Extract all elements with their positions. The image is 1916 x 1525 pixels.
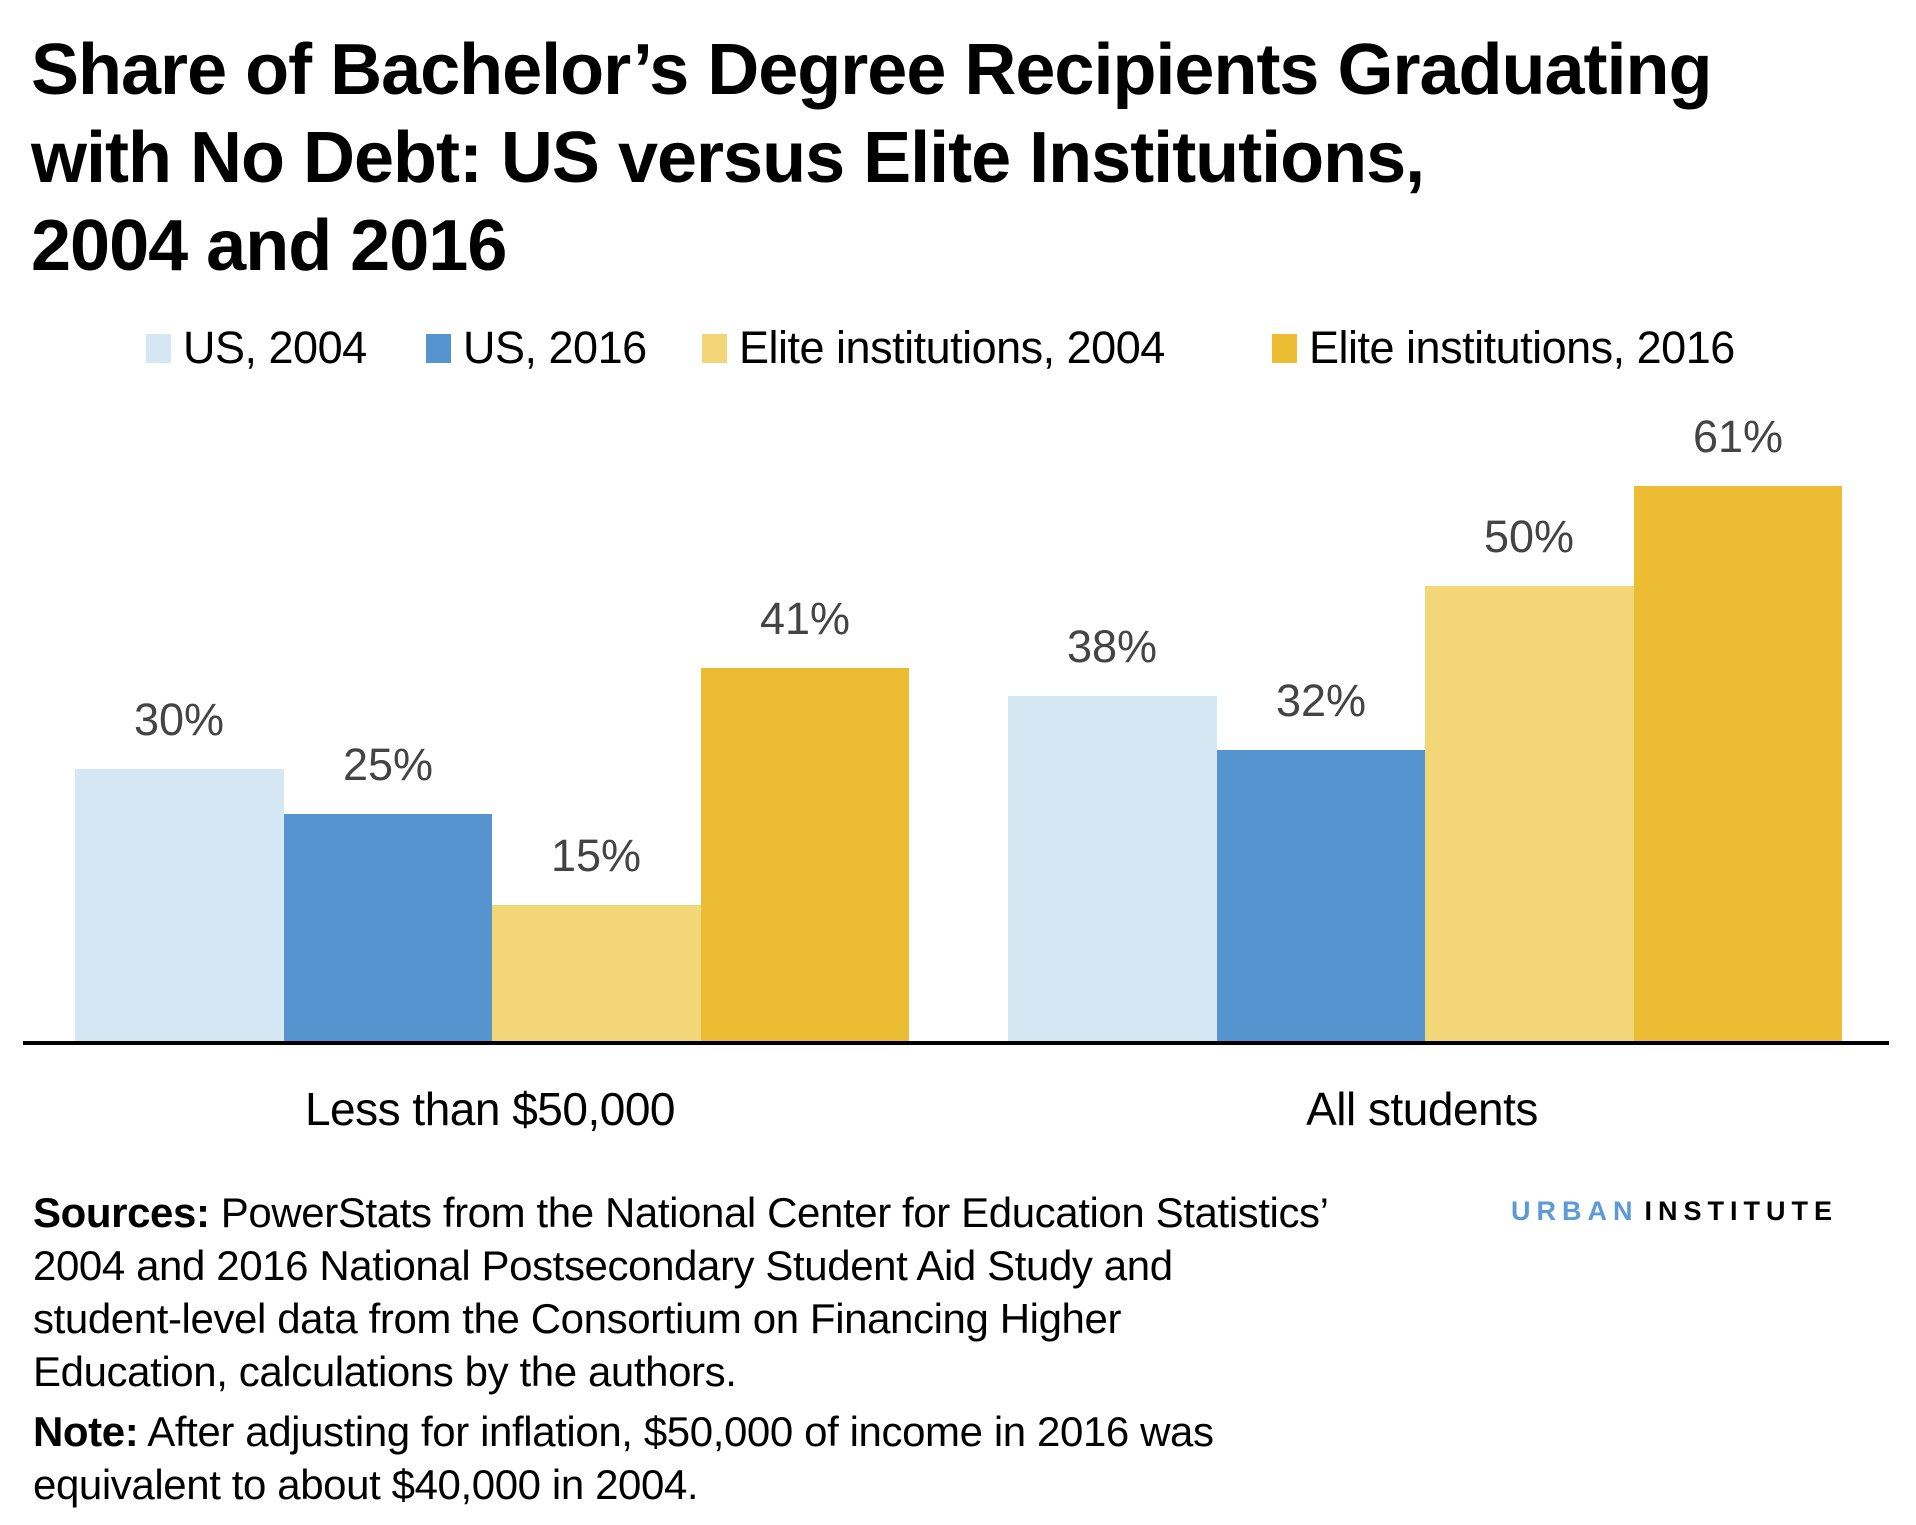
- category-label-less-than-50000: Less than $50,000: [304, 1083, 676, 1135]
- chart-title-line-1: Share of Bachelor’s Degree Recipients Gr…: [31, 30, 1713, 110]
- legend-label: US, 2016: [463, 322, 647, 373]
- bar: [1425, 586, 1634, 1042]
- bar-value-label: 61%: [1692, 411, 1784, 462]
- chart-title-line-3: 2004 and 2016: [31, 206, 507, 286]
- chart-title: Share of Bachelor’s Degree Recipients Gr…: [31, 26, 1891, 290]
- sources-text: Sources: PowerStats from the National Ce…: [33, 1189, 1329, 1395]
- bar: [1217, 750, 1425, 1042]
- legend-swatch-elite-2016: [1272, 333, 1297, 363]
- bar: [284, 814, 492, 1042]
- legend-item-elite-2016: Elite institutions, 2016: [1272, 323, 1735, 373]
- legend-label: Elite institutions, 2016: [1309, 322, 1735, 373]
- bar: [1008, 696, 1217, 1042]
- bar-value-label: 38%: [1066, 621, 1158, 672]
- x-axis-line: [23, 1041, 1889, 1045]
- plot-area: 30% 25% 15% 41% 38% 32% 50% 61%: [75, 411, 1842, 1042]
- legend-item-elite-2004: Elite institutions, 2004: [702, 323, 1165, 373]
- bar-value-label: 15%: [550, 830, 642, 881]
- note-label: Note:: [33, 1408, 139, 1455]
- bar: [701, 668, 909, 1042]
- urban-institute-logo: URBAN INSTITUTE: [1511, 1196, 1838, 1226]
- legend-swatch-elite-2004: [702, 333, 727, 363]
- bar-value-label: 41%: [759, 593, 851, 644]
- logo-urban: URBAN: [1511, 1196, 1639, 1226]
- note-text: Note: After adjusting for inflation, $50…: [33, 1408, 1214, 1508]
- sources-label: Sources:: [33, 1189, 210, 1236]
- bar-value-label: 25%: [342, 739, 434, 790]
- bar-value-label: 32%: [1275, 675, 1367, 726]
- legend-label: US, 2004: [183, 322, 367, 373]
- bar: [75, 769, 284, 1042]
- legend-swatch-us-2016: [426, 333, 451, 363]
- legend-item-us-2004: US, 2004: [146, 323, 367, 373]
- bar: [1634, 486, 1842, 1042]
- category-label-all-students: All students: [1306, 1083, 1538, 1135]
- chart-title-line-2: with No Debt: US versus Elite Institutio…: [31, 118, 1425, 198]
- legend-swatch-us-2004: [146, 333, 171, 363]
- bar: [492, 905, 701, 1042]
- legend-item-us-2016: US, 2016: [426, 323, 647, 373]
- legend-label: Elite institutions, 2004: [739, 322, 1165, 373]
- bar-value-label: 50%: [1483, 511, 1575, 562]
- chart-notes: Sources: PowerStats from the National Ce…: [33, 1186, 1453, 1511]
- bar-value-label: 30%: [133, 694, 225, 745]
- logo-institute: INSTITUTE: [1644, 1196, 1838, 1226]
